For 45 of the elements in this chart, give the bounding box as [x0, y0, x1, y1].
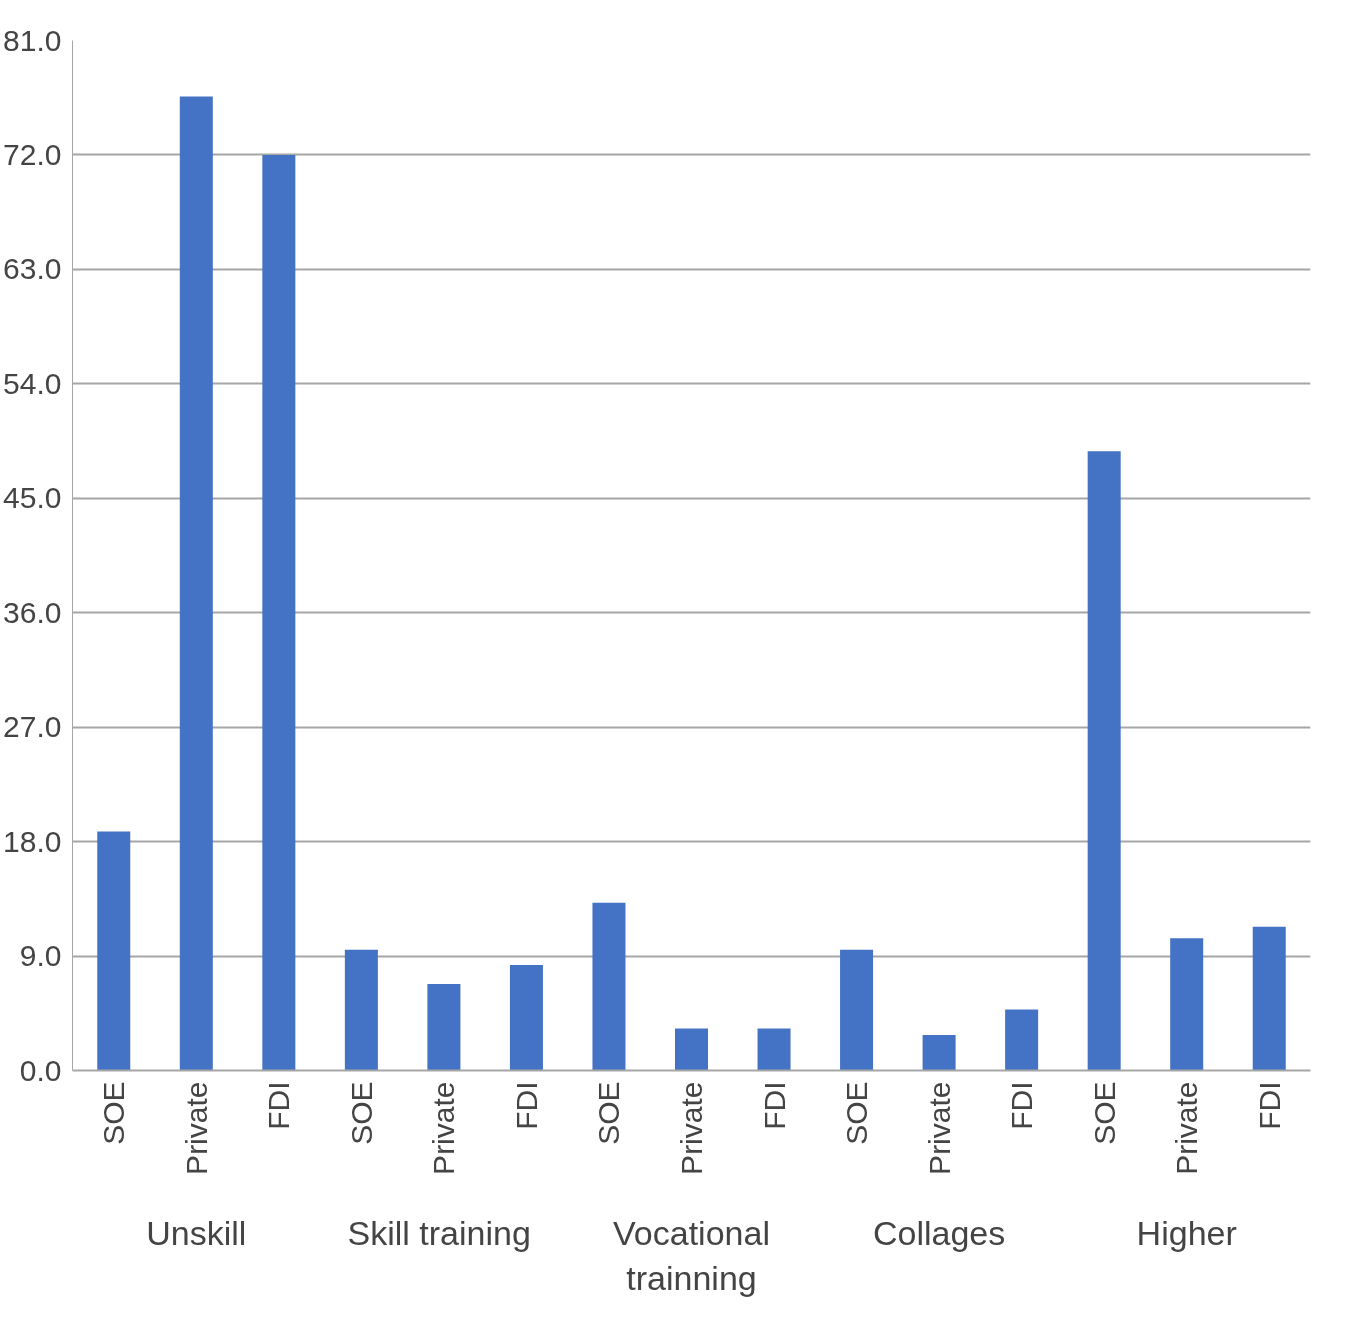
bar [1170, 938, 1204, 1071]
x-tick-label: Private [179, 1081, 213, 1175]
x-tick-label: FDI [1005, 1081, 1039, 1130]
text: Vocational trainning [613, 1213, 770, 1298]
text: Higher [1136, 1213, 1237, 1252]
x-tick-label: Private [675, 1081, 708, 1175]
text: Collages [872, 1213, 1006, 1252]
y-tick-label: 54.0 [3, 366, 62, 400]
text: Unskill [146, 1213, 247, 1252]
bar [97, 831, 131, 1071]
x-tick-label: SOE [97, 1081, 131, 1145]
x-tick-label: SOE [840, 1081, 874, 1145]
x-tick-label: SOE [592, 1081, 626, 1145]
bar [592, 902, 626, 1071]
bar [344, 949, 378, 1071]
x-tick-label: SOE [1087, 1081, 1121, 1145]
y-tick-label: 45.0 [3, 481, 62, 515]
y-tick-label: 72.0 [3, 137, 62, 171]
y-tick-label: 63.0 [3, 252, 62, 286]
bar [674, 1028, 709, 1071]
y-tick-label: 0.0 [19, 1053, 62, 1087]
y-tick-label: 81.0 [3, 23, 62, 57]
x-tick-label: FDI [1252, 1081, 1286, 1130]
bar [757, 1028, 791, 1071]
bar [427, 984, 461, 1071]
y-tick-label: 9.0 [19, 939, 62, 973]
bar [262, 154, 296, 1071]
bar [1005, 1009, 1039, 1071]
y-tick-label: 36.0 [3, 595, 62, 629]
x-tick-label: FDI [262, 1081, 296, 1130]
y-tick-label: 18.0 [3, 824, 62, 858]
bar [509, 964, 543, 1071]
x-tick-label: SOE [344, 1081, 378, 1145]
bar [840, 949, 874, 1071]
x-tick-label: FDI [757, 1081, 791, 1130]
bar [179, 96, 213, 1071]
x-tick-label: Private [1170, 1081, 1204, 1175]
bar [1252, 926, 1286, 1071]
bar [922, 1034, 956, 1071]
y-tick-label: 27.0 [3, 710, 62, 744]
bar [1087, 451, 1121, 1071]
x-tick-label: Private [427, 1081, 461, 1175]
x-tick-label: Private [922, 1081, 956, 1175]
x-tick-label: FDI [509, 1081, 543, 1130]
text: Skill training [347, 1213, 531, 1252]
